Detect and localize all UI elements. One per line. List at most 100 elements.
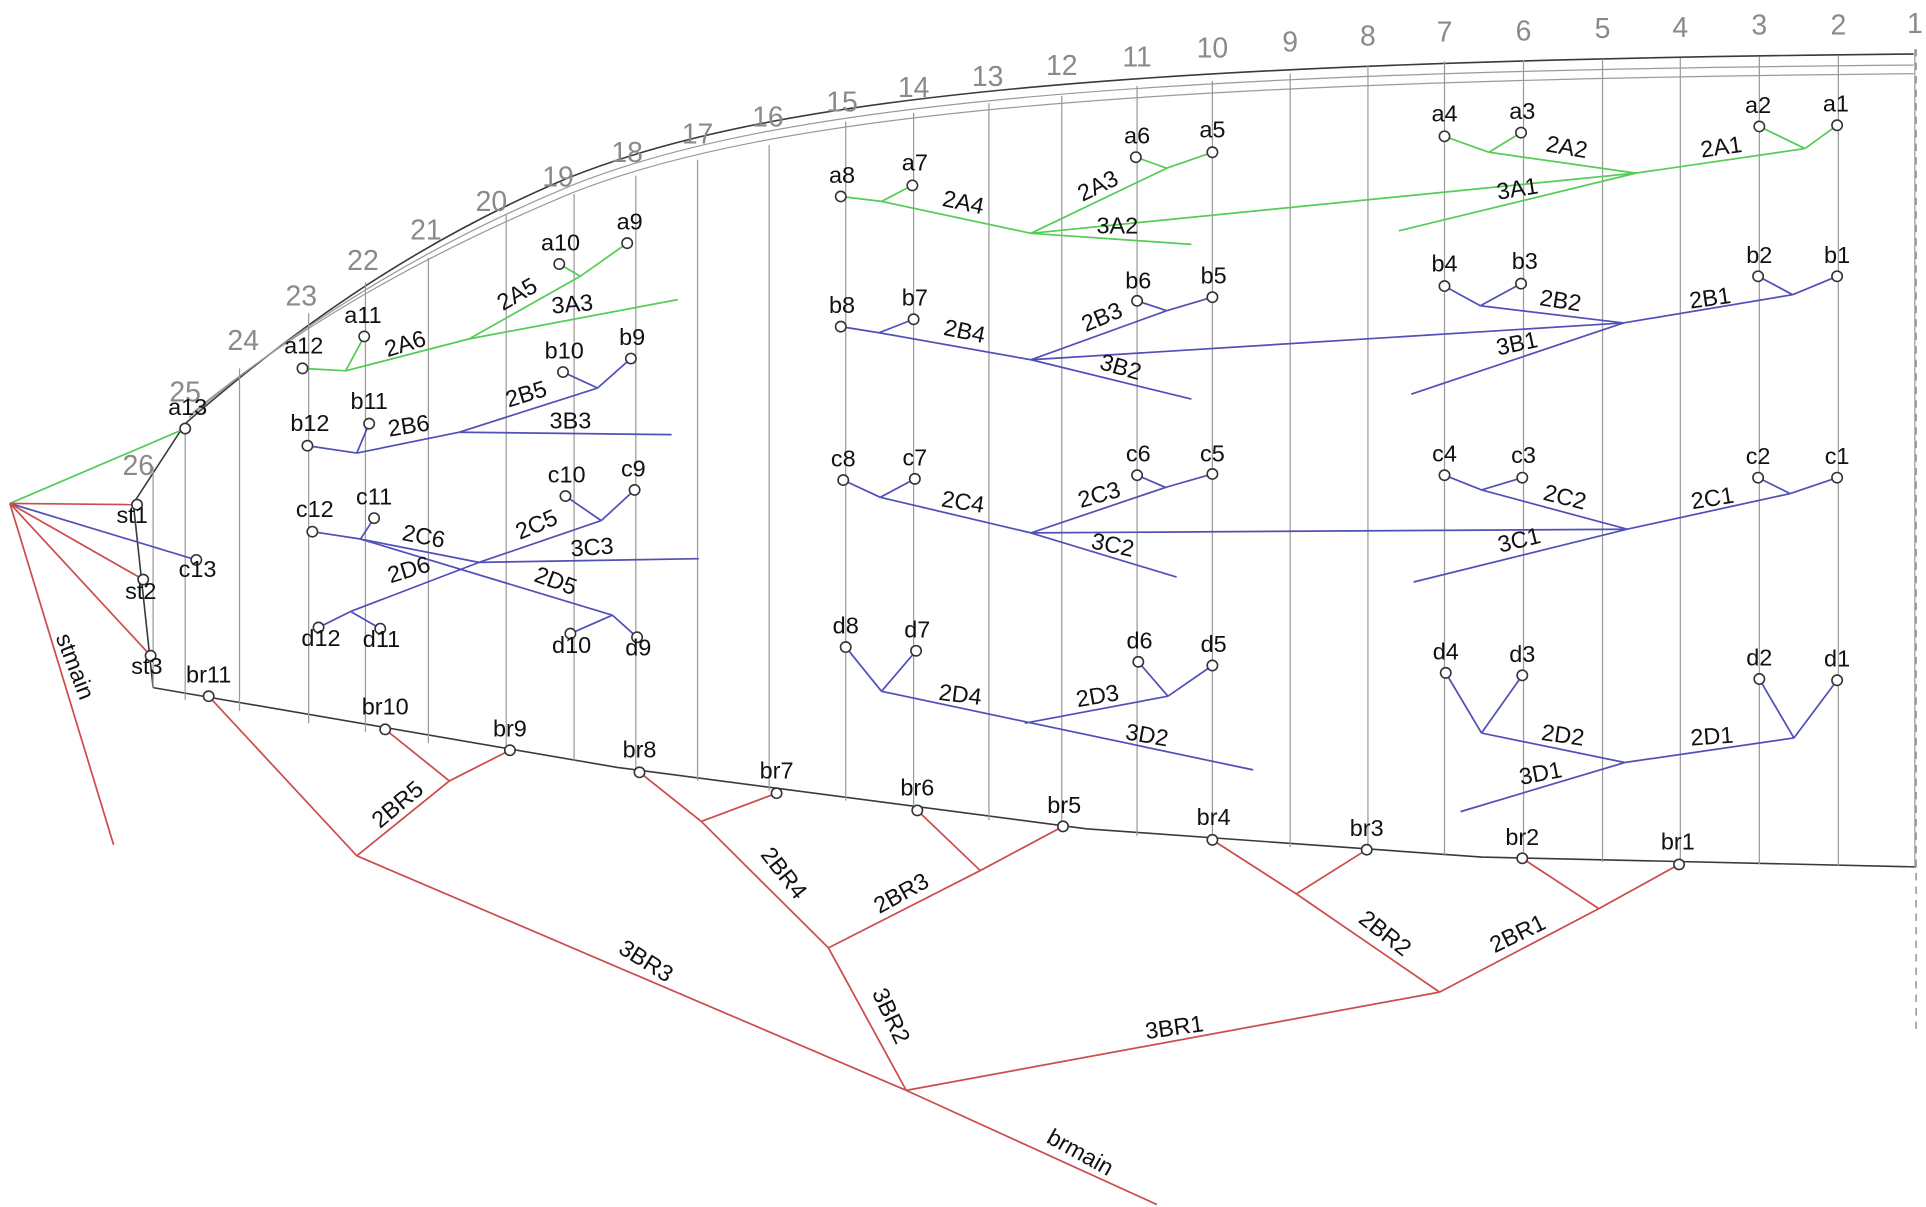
- branch-segment-77: [1024, 695, 1169, 725]
- node-label-st3: st3: [131, 653, 162, 679]
- node-c2: [1752, 471, 1765, 484]
- node-label-a9: a9: [617, 209, 643, 235]
- branch-label-3A3: 3A3: [550, 289, 594, 318]
- branch-segment-96: [1295, 893, 1441, 993]
- node-label-br1: br1: [1661, 829, 1695, 855]
- rule-number-4: 4: [1672, 11, 1688, 43]
- node-label-b5: b5: [1201, 263, 1227, 289]
- rule-number-12: 12: [1046, 49, 1078, 81]
- branch-segment-48: [1444, 474, 1482, 491]
- branch-segment-109: [356, 855, 907, 1092]
- node-b9: [624, 352, 637, 365]
- node-c13: [190, 553, 203, 566]
- node-a5: [1206, 146, 1219, 159]
- node-br7: [770, 787, 783, 800]
- branch-label-3B3: 3B3: [550, 408, 592, 434]
- branch-label-2C1: 2C1: [1689, 482, 1736, 514]
- node-c8: [837, 474, 850, 487]
- node-br4: [1206, 833, 1219, 846]
- branch-label-2B5: 2B5: [502, 375, 550, 412]
- node-label-c8: c8: [831, 446, 856, 472]
- branch-segment-105: [449, 749, 511, 782]
- branch-segment-39: [562, 371, 598, 389]
- node-d9: [631, 631, 644, 644]
- rule-number-13: 13: [972, 60, 1004, 92]
- branch-segment-78: [845, 646, 883, 692]
- branch-segment-5: [1488, 151, 1636, 174]
- branch-segment-98: [979, 825, 1064, 872]
- branch-segment-12: [840, 195, 882, 203]
- node-c5: [1206, 468, 1219, 480]
- rule-number-17: 17: [682, 118, 714, 150]
- node-b5: [1206, 291, 1219, 304]
- branch-label-2D5: 2D5: [531, 561, 580, 600]
- node-label-b12: b12: [290, 410, 329, 436]
- branch-segment-40: [459, 387, 598, 434]
- branch-label-stmain: stmain: [51, 630, 100, 703]
- rule-number-6: 6: [1516, 15, 1532, 47]
- node-br6: [911, 804, 924, 817]
- node-b4: [1438, 280, 1451, 293]
- branch-segment-20: [302, 367, 346, 372]
- branch-segment-31: [1166, 296, 1213, 312]
- node-label-c13: c13: [179, 556, 217, 582]
- node-br11: [202, 690, 215, 703]
- branch-label-2A2: 2A2: [1544, 130, 1590, 163]
- branch-label-2B2: 2B2: [1538, 284, 1583, 316]
- branch-segment-67: [9, 502, 197, 561]
- branch-label-2C4: 2C4: [940, 486, 987, 518]
- branch-segment-57: [842, 479, 881, 499]
- branch-label-2D1: 2D1: [1689, 722, 1734, 751]
- rule-number-9: 9: [1282, 26, 1298, 58]
- node-label-br2: br2: [1505, 824, 1539, 850]
- branch-label-2C5: 2C5: [512, 504, 562, 545]
- node-label-b2: b2: [1746, 242, 1772, 268]
- branch-segment-59: [880, 496, 1032, 534]
- node-br5: [1057, 820, 1069, 833]
- branch-segment-23: [1792, 275, 1838, 296]
- branch-segment-10: [1030, 167, 1168, 235]
- node-br10: [379, 723, 392, 736]
- branch-segment-6: [1398, 172, 1637, 232]
- rule-number-15: 15: [826, 86, 858, 118]
- branch-segment-7: [1030, 172, 1636, 235]
- node-d10: [564, 627, 577, 640]
- node-label-d3: d3: [1509, 641, 1535, 667]
- rule-number-2: 2: [1830, 8, 1846, 40]
- node-label-a3: a3: [1509, 98, 1535, 124]
- branch-segment-68: [1793, 679, 1838, 739]
- branch-segment-100: [828, 869, 981, 949]
- rule-number-1: 1: [1907, 7, 1923, 39]
- node-b1: [1831, 270, 1844, 283]
- outline-inner-rail-1: [188, 64, 1914, 418]
- branch-segment-24: [1757, 275, 1794, 296]
- labels: a1 a2 a3 a4 a5 a6 a7 a8 a9 a10 a11 a12 a13 b1 b2 b3 b4 b5…: [51, 91, 1850, 1181]
- node-label-d4: d4: [1433, 638, 1459, 664]
- branch-segment-49: [1481, 476, 1523, 491]
- branch-label-2A1: 2A1: [1699, 131, 1744, 162]
- node-label-d8: d8: [833, 613, 859, 639]
- branch-label-2C2: 2C2: [1541, 479, 1589, 515]
- rule-number-22: 22: [347, 244, 379, 276]
- branch-segment-86: [350, 561, 480, 613]
- node-b10: [556, 366, 569, 379]
- branch-segment-95: [1211, 839, 1297, 895]
- branch-label-2A4: 2A4: [940, 185, 986, 219]
- branch-segment-42: [307, 444, 357, 454]
- branch-segment-25: [1623, 293, 1793, 324]
- branch-segment-29: [1410, 322, 1624, 395]
- branch-segment-41: [459, 431, 672, 436]
- branch-segment-79: [880, 650, 917, 692]
- node-label-c10: c10: [548, 462, 586, 488]
- branch-segment-92: [1521, 857, 1600, 910]
- node-b2: [1752, 270, 1765, 283]
- rule-number-3: 3: [1751, 8, 1767, 40]
- node-label-d6: d6: [1127, 627, 1153, 653]
- branch-label-3B1: 3B1: [1494, 326, 1540, 360]
- branch-segment-44: [356, 431, 460, 454]
- branch-segment-99: [916, 809, 981, 872]
- node-label-br7: br7: [760, 758, 794, 784]
- node-d12: [312, 621, 325, 634]
- node-d8: [839, 641, 852, 654]
